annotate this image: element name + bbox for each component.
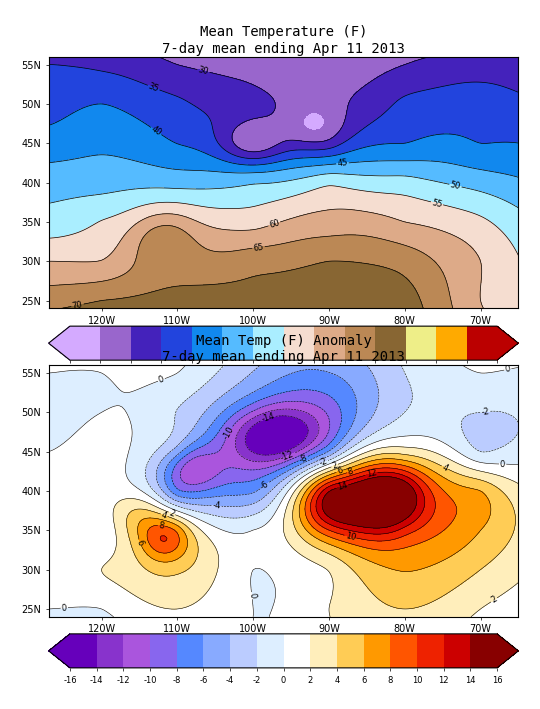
- PathPatch shape: [497, 634, 518, 668]
- Text: 0: 0: [62, 603, 68, 613]
- Text: -6: -6: [259, 479, 271, 492]
- Text: 30: 30: [197, 65, 210, 77]
- Text: 4: 4: [441, 462, 449, 473]
- Text: -2: -2: [481, 407, 490, 417]
- Text: 0: 0: [500, 459, 505, 469]
- Text: 60: 60: [268, 218, 281, 230]
- Text: 0: 0: [158, 375, 165, 385]
- Text: 2: 2: [489, 595, 498, 605]
- PathPatch shape: [497, 326, 518, 360]
- Text: 14: 14: [336, 481, 349, 492]
- Title: Mean Temp (F) Anomaly
7-day mean ending Apr 11 2013: Mean Temp (F) Anomaly 7-day mean ending …: [162, 334, 405, 364]
- Text: -8: -8: [298, 453, 309, 464]
- Text: 6: 6: [336, 466, 344, 476]
- Text: 2: 2: [330, 460, 339, 471]
- Text: 4: 4: [160, 510, 168, 520]
- Text: 8: 8: [158, 520, 165, 530]
- Text: 65: 65: [253, 242, 265, 252]
- Text: 70: 70: [71, 300, 84, 311]
- Text: 12: 12: [366, 468, 377, 479]
- Text: 8: 8: [347, 467, 354, 476]
- Text: 0: 0: [504, 364, 511, 374]
- Text: 0: 0: [247, 593, 256, 599]
- Text: 55: 55: [431, 198, 443, 209]
- PathPatch shape: [49, 326, 70, 360]
- Text: -12: -12: [280, 450, 295, 462]
- Text: -4: -4: [212, 501, 221, 510]
- Text: -14: -14: [260, 412, 276, 424]
- Text: -2: -2: [318, 457, 329, 468]
- Text: 45: 45: [337, 159, 348, 168]
- Text: 40: 40: [150, 124, 163, 138]
- Text: 35: 35: [147, 82, 160, 94]
- Text: -10: -10: [221, 425, 235, 441]
- Text: 10: 10: [345, 531, 356, 542]
- Text: 2: 2: [168, 508, 176, 518]
- Text: 6: 6: [135, 539, 145, 547]
- Title: Mean Temperature (F)
7-day mean ending Apr 11 2013: Mean Temperature (F) 7-day mean ending A…: [162, 26, 405, 55]
- Text: 50: 50: [449, 180, 462, 191]
- PathPatch shape: [49, 634, 70, 668]
